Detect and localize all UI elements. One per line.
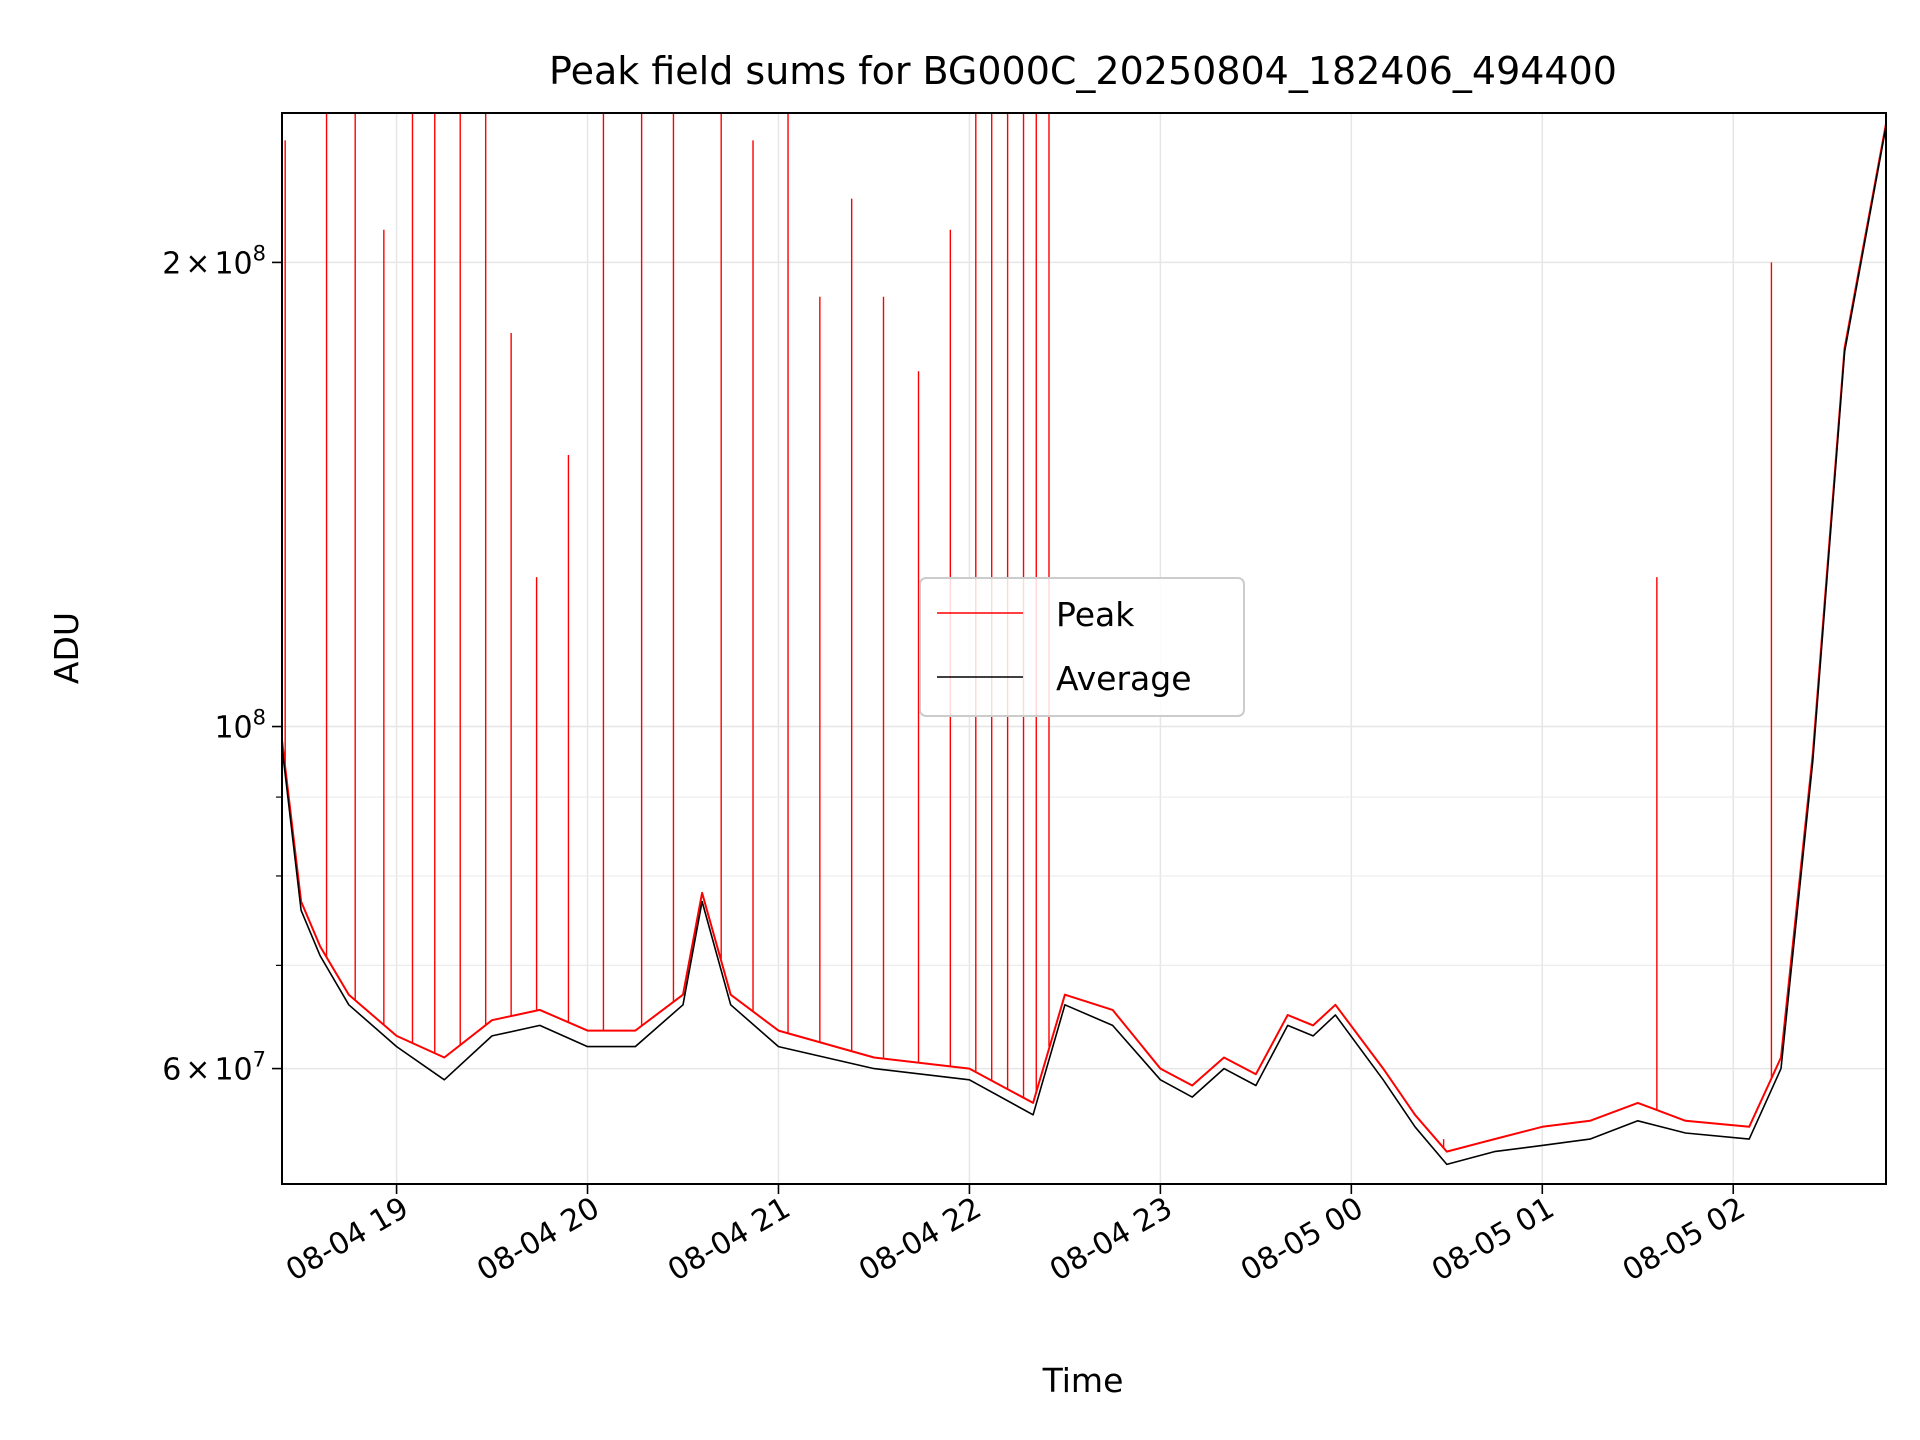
x-axis-title: Time <box>1042 1361 1124 1400</box>
grid <box>282 113 1886 1184</box>
y-tick-base: 10 <box>214 711 252 746</box>
y-tick-label: 6 × 107 <box>162 1048 266 1088</box>
plot-area <box>281 113 1887 1166</box>
y-tick-label: 108 <box>214 706 266 746</box>
y-tick-exponent: 8 <box>253 706 266 730</box>
series-line-average <box>281 126 1887 1166</box>
y-tick-times: × <box>185 1053 210 1088</box>
plot-frame <box>281 112 1887 1185</box>
y-tick-exponent: 8 <box>253 241 266 265</box>
y-tick-mantissa: 6 <box>162 1053 181 1088</box>
y-tick-mantissa: 2 <box>162 246 181 281</box>
y-tick-exponent: 7 <box>253 1048 266 1072</box>
y-axis-title: ADU <box>47 612 86 684</box>
y-tick-label: 2 × 108 <box>162 241 266 281</box>
legend: Peak Average <box>919 577 1245 717</box>
series-line-peak <box>281 123 1887 1153</box>
legend-label-peak: Peak <box>1056 595 1135 634</box>
y-tick-base: 10 <box>214 246 252 281</box>
y-tick-times: × <box>185 246 210 281</box>
y-tick-base: 10 <box>214 1053 252 1088</box>
chart-title: Peak field sums for BG000C_20250804_1824… <box>549 49 1617 93</box>
legend-label-average: Average <box>1056 659 1192 698</box>
